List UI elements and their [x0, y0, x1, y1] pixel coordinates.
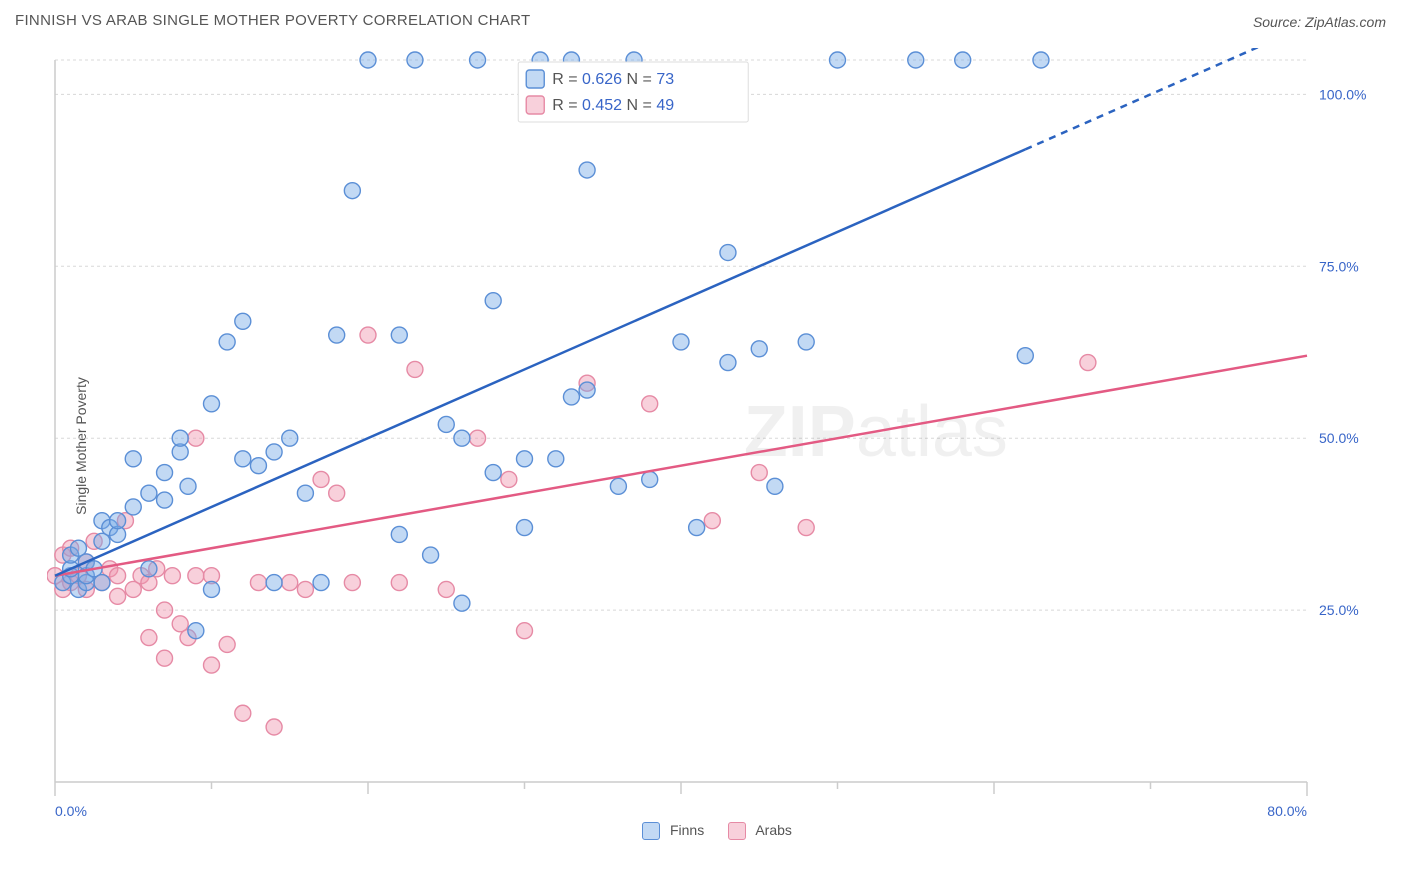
source-label: Source: — [1253, 14, 1301, 30]
svg-text:25.0%: 25.0% — [1319, 602, 1359, 618]
scatter-svg: 0.0%80.0%25.0%50.0%75.0%100.0%ZIPatlasR … — [47, 40, 1387, 840]
svg-text:50.0%: 50.0% — [1319, 430, 1359, 446]
svg-text:R = 0.452 N = 49: R = 0.452 N = 49 — [552, 97, 674, 114]
legend-label-finns: Finns — [670, 822, 704, 838]
source-value: ZipAtlas.com — [1305, 14, 1386, 30]
chart-title: FINNISH VS ARAB SINGLE MOTHER POVERTY CO… — [15, 12, 530, 29]
legend-item-finns: Finns — [642, 822, 704, 840]
svg-text:75.0%: 75.0% — [1319, 258, 1359, 274]
legend-swatch-arabs — [728, 822, 746, 840]
svg-text:R = 0.626 N = 73: R = 0.626 N = 73 — [552, 71, 674, 88]
plot-area: 0.0%80.0%25.0%50.0%75.0%100.0%ZIPatlasR … — [47, 40, 1387, 840]
legend-label-arabs: Arabs — [755, 822, 792, 838]
bottom-legend: Finns Arabs — [47, 822, 1387, 840]
svg-text:100.0%: 100.0% — [1319, 86, 1366, 102]
svg-text:0.0%: 0.0% — [55, 803, 87, 819]
legend-item-arabs: Arabs — [728, 822, 792, 840]
legend-swatch-finns — [642, 822, 660, 840]
svg-text:80.0%: 80.0% — [1267, 803, 1307, 819]
source-attribution: Source: ZipAtlas.com — [1253, 14, 1386, 30]
